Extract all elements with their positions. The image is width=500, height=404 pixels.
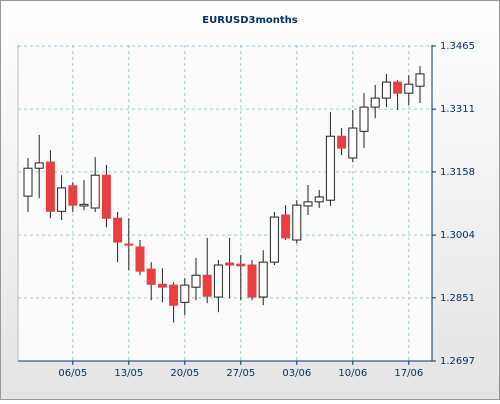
y-tick-label: 1.2851 bbox=[440, 293, 475, 304]
candle-body bbox=[325, 135, 335, 201]
candle-body bbox=[225, 262, 235, 266]
candle-body bbox=[247, 264, 257, 298]
candle-body bbox=[23, 167, 33, 197]
candle-body bbox=[269, 216, 279, 263]
candle-body bbox=[157, 283, 167, 288]
x-tick-label: 06/05 bbox=[58, 368, 87, 379]
plot-area bbox=[18, 45, 432, 361]
y-tick-label: 1.3158 bbox=[440, 167, 475, 178]
candle-body bbox=[180, 284, 190, 303]
x-tick-label: 13/05 bbox=[114, 368, 143, 379]
candle-body bbox=[337, 135, 347, 149]
candle-body bbox=[68, 185, 78, 206]
candle-body bbox=[381, 81, 391, 99]
x-tick-label: 17/06 bbox=[394, 368, 423, 379]
candle-body bbox=[370, 97, 380, 108]
y-tick-label: 1.3465 bbox=[440, 41, 475, 52]
candle-body bbox=[101, 174, 111, 219]
candle-body bbox=[202, 274, 212, 297]
candle-body bbox=[348, 127, 358, 159]
x-tick-label: 27/05 bbox=[226, 368, 255, 379]
y-tick-label: 1.3004 bbox=[440, 230, 475, 241]
candle-body bbox=[135, 246, 145, 272]
candle-body bbox=[191, 274, 201, 288]
candle-body bbox=[57, 187, 67, 212]
x-tick-label: 10/06 bbox=[338, 368, 367, 379]
candle-body bbox=[314, 196, 324, 203]
candle-body bbox=[281, 214, 291, 239]
candle-body bbox=[404, 83, 414, 94]
candle-body bbox=[236, 263, 246, 267]
candle-body bbox=[303, 201, 313, 207]
x-tick-label: 03/06 bbox=[282, 368, 311, 379]
candle-body bbox=[45, 161, 55, 212]
x-tick-label: 20/05 bbox=[170, 368, 199, 379]
candle-body bbox=[34, 162, 44, 169]
candle-body bbox=[79, 203, 89, 207]
candle-body bbox=[124, 243, 134, 246]
candle-body bbox=[393, 81, 403, 94]
candle-body bbox=[113, 217, 123, 243]
candle-body bbox=[213, 264, 223, 298]
y-tick-label: 1.3311 bbox=[440, 104, 475, 115]
candle-body bbox=[359, 106, 369, 132]
chart-title: EURUSD3months bbox=[202, 15, 298, 26]
candle-body bbox=[292, 204, 302, 241]
candle-body bbox=[146, 268, 156, 285]
y-tick-label: 1.2697 bbox=[440, 356, 475, 367]
candle-body bbox=[258, 261, 268, 298]
candle-body bbox=[169, 284, 179, 306]
candle-body bbox=[415, 73, 425, 87]
candle-body bbox=[90, 174, 100, 209]
